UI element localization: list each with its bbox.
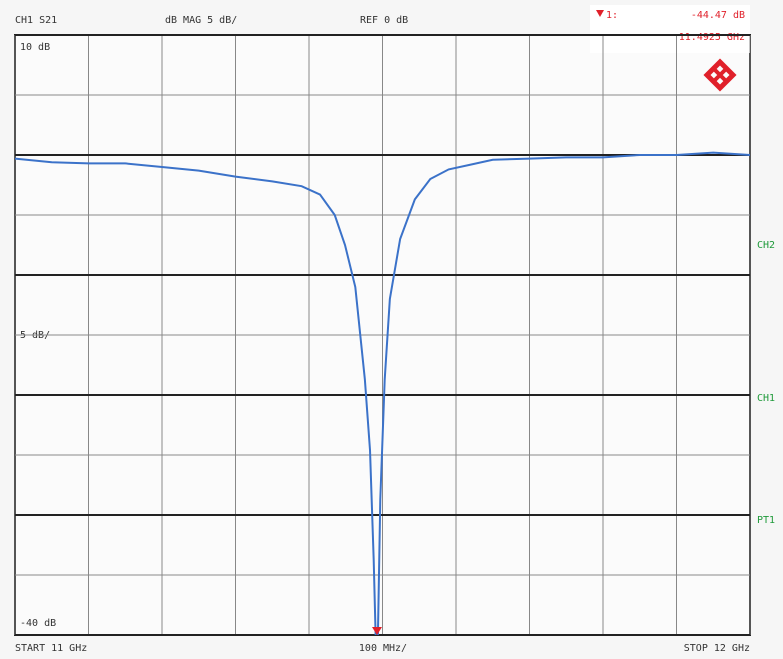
logo (703, 58, 737, 92)
grid (14, 34, 751, 636)
side-label: CH2 (757, 240, 775, 251)
top-label: 10 dB (20, 42, 50, 53)
marker-value: -44.47 dB (691, 10, 745, 21)
marker-frequency: 11.4925 GHz (679, 32, 745, 43)
marker-label: 1: (606, 10, 618, 21)
marker-point (371, 627, 382, 635)
marker-box (590, 5, 750, 53)
side-label: PT1 (757, 515, 775, 526)
bottom-label: -40 dB (20, 618, 56, 629)
markers (371, 627, 382, 635)
side-label: CH1 (757, 393, 775, 404)
header-format: dB MAG 5 dB/ (165, 15, 237, 26)
header-ref: REF 0 dB (360, 15, 408, 26)
stop-label: STOP 12 GHz (684, 643, 750, 654)
start-label: START 11 GHz (15, 643, 87, 654)
marker-icon (596, 10, 604, 17)
span-label: 100 MHz/ (359, 643, 407, 654)
header-channel: CH1 S21 (15, 15, 57, 26)
trace (15, 151, 750, 635)
traces (15, 151, 750, 635)
